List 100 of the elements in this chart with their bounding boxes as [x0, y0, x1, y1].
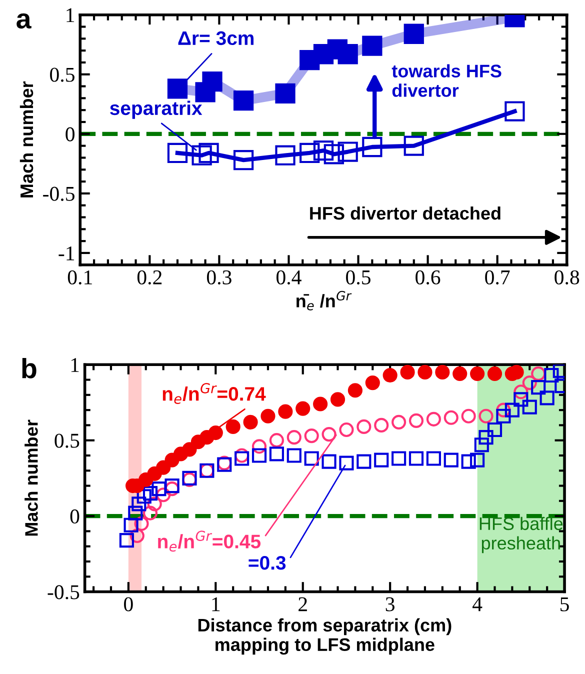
point [132, 496, 146, 512]
point [304, 451, 319, 466]
x-tick-label: 0.4 [276, 270, 302, 284]
point [540, 390, 554, 406]
point [522, 400, 537, 414]
text: b [22, 358, 36, 378]
point [243, 414, 258, 430]
point [544, 368, 559, 383]
point [404, 136, 424, 156]
x-axis-title: Distance from separatrix (cm) mapping to LFS midplane [198, 618, 452, 655]
point [426, 451, 441, 466]
y-tick-label: 1 [71, 358, 79, 372]
point [198, 142, 219, 164]
point [374, 418, 389, 432]
point [404, 24, 424, 44]
annotation: =0.3 [248, 556, 286, 570]
point [300, 142, 320, 164]
point [487, 422, 502, 438]
x-tick-label: 0.7 [485, 270, 510, 284]
point [392, 451, 406, 466]
point [167, 78, 188, 99]
point [339, 456, 354, 470]
point [260, 408, 276, 424]
point [514, 392, 528, 407]
point [408, 451, 424, 466]
point [470, 366, 485, 382]
point [119, 532, 134, 548]
point [338, 44, 358, 64]
point [275, 145, 296, 166]
annotation: HFS divertor detached [310, 206, 500, 220]
point [426, 412, 441, 426]
point [156, 488, 171, 502]
point [147, 496, 162, 512]
point [202, 71, 222, 92]
point [164, 478, 180, 494]
point [322, 454, 336, 469]
y-tick-label: -0.5 [48, 585, 80, 600]
x-tick-label: 4 [472, 597, 482, 612]
y-tick-label: 0 [70, 509, 80, 524]
x-tick-label: 3 [386, 597, 394, 612]
band-label: HFS baffle presheath [480, 516, 563, 554]
annotation: Δr= 3cm [178, 31, 254, 46]
point [487, 366, 502, 382]
y-axis-title: Mach number [20, 81, 34, 198]
point [322, 426, 336, 442]
point [444, 452, 458, 468]
point [192, 145, 212, 166]
point [356, 454, 372, 469]
point [233, 90, 254, 111]
point [348, 383, 362, 398]
point [338, 142, 358, 162]
point [164, 482, 180, 496]
point [252, 439, 267, 454]
point [134, 516, 149, 531]
annotation: n$_{e}$/n$^{Gr}$=0.45 [158, 530, 261, 552]
x-tick-label: 0.5 [346, 270, 370, 284]
point [452, 366, 468, 382]
point [304, 428, 319, 444]
point [365, 376, 380, 390]
y-tick-label: -1 [58, 246, 74, 260]
point [362, 36, 382, 56]
point [461, 408, 476, 424]
point [504, 101, 525, 122]
y-tick-label: 0.5 [50, 68, 74, 82]
point [130, 528, 144, 544]
point [152, 482, 166, 496]
point [142, 506, 158, 520]
x-tick-label: 0.1 [68, 270, 92, 284]
x-axis-title: n̄$_{e}$ /n$^{Gr}$ [296, 290, 352, 310]
x-tick-label: 1 [212, 597, 220, 612]
point [124, 518, 138, 532]
point [362, 136, 382, 158]
point [226, 419, 240, 434]
x-tick-label: 0.3 [206, 270, 232, 284]
point [435, 364, 450, 380]
point [382, 368, 398, 383]
annotation: separatrix [110, 100, 202, 119]
point [128, 506, 143, 520]
point [408, 413, 424, 428]
x-tick-label: 0.8 [554, 270, 580, 284]
point [470, 452, 485, 468]
y-tick-label: -0.5 [43, 186, 74, 201]
point [461, 454, 476, 469]
point [392, 414, 406, 430]
x-tick-label: 5 [560, 597, 569, 612]
point [522, 376, 537, 390]
text: a [16, 13, 32, 29]
y-tick-label: 1 [66, 8, 74, 22]
point [531, 366, 546, 382]
x-tick-label: 2 [298, 597, 307, 612]
point [474, 438, 489, 452]
point [330, 392, 346, 407]
point [278, 404, 293, 419]
point [496, 402, 511, 418]
point [275, 83, 296, 104]
point [156, 460, 171, 475]
point [233, 150, 254, 170]
point [514, 384, 528, 400]
point [418, 364, 432, 380]
point [286, 448, 302, 463]
